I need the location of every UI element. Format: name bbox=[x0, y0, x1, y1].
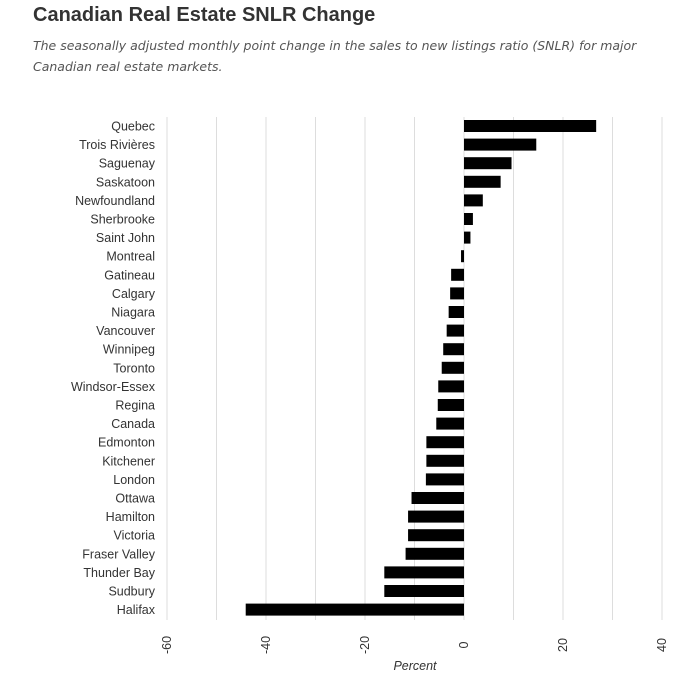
bar bbox=[441, 361, 464, 374]
category-label: Toronto bbox=[113, 361, 155, 375]
x-tick-labels: -60 -40 -20 0 20 40 bbox=[160, 636, 669, 654]
bar bbox=[464, 157, 512, 170]
category-label: Sudbury bbox=[108, 585, 155, 599]
category-label: Kitchener bbox=[102, 454, 155, 468]
bar bbox=[450, 287, 464, 300]
category-label: Fraser Valley bbox=[82, 547, 155, 561]
bar bbox=[451, 268, 464, 281]
bar bbox=[448, 306, 464, 318]
bars bbox=[245, 120, 597, 616]
chart-subtitle: The seasonally adjusted monthly point ch… bbox=[33, 38, 637, 74]
category-label: Trois Rivières bbox=[79, 138, 155, 152]
bar bbox=[464, 175, 501, 188]
category-label: Windsor-Essex bbox=[71, 380, 156, 394]
category-label: Ottawa bbox=[115, 492, 155, 506]
bar bbox=[408, 510, 464, 523]
x-tick-label: 40 bbox=[655, 638, 669, 652]
bar bbox=[437, 399, 464, 411]
x-tick-label: 0 bbox=[457, 641, 471, 648]
chart-title: Canadian Real Estate SNLR Change bbox=[33, 4, 376, 26]
bar bbox=[384, 566, 464, 579]
bar bbox=[426, 454, 464, 467]
category-label: Saint John bbox=[96, 231, 155, 245]
category-label: Edmonton bbox=[98, 436, 155, 450]
x-tick-label: -20 bbox=[358, 636, 372, 654]
category-label: Niagara bbox=[111, 306, 155, 320]
gridlines bbox=[166, 117, 663, 620]
category-label: Halifax bbox=[117, 603, 156, 617]
x-tick-label: -40 bbox=[259, 636, 273, 654]
bar bbox=[384, 585, 464, 597]
category-label: Canada bbox=[111, 417, 155, 431]
category-label: Vancouver bbox=[96, 324, 155, 338]
bar bbox=[436, 417, 464, 430]
bar bbox=[443, 343, 464, 356]
bar bbox=[405, 547, 464, 560]
category-label: Newfoundland bbox=[75, 194, 155, 208]
x-axis-title: Percent bbox=[393, 659, 437, 673]
category-label: London bbox=[113, 473, 155, 487]
category-label: Calgary bbox=[112, 287, 156, 301]
bar bbox=[464, 120, 597, 132]
category-label: Victoria bbox=[114, 529, 156, 543]
bar bbox=[438, 380, 464, 393]
category-label: Regina bbox=[115, 399, 155, 413]
bar bbox=[426, 436, 464, 449]
bar bbox=[464, 213, 473, 225]
bar bbox=[464, 231, 471, 244]
category-label: Thunder Bay bbox=[83, 566, 155, 580]
bar bbox=[408, 529, 464, 542]
bar bbox=[411, 492, 464, 504]
category-label: Montreal bbox=[106, 250, 155, 264]
bar bbox=[425, 473, 464, 486]
category-labels: Quebec Trois Rivières Saguenay Saskatoon New… bbox=[71, 120, 156, 618]
category-label: Quebec bbox=[111, 120, 155, 134]
x-tick-label: 20 bbox=[556, 638, 570, 652]
x-tick-label: -60 bbox=[160, 636, 174, 654]
bar bbox=[461, 250, 464, 263]
bar bbox=[464, 138, 537, 151]
category-label: Saguenay bbox=[99, 157, 156, 171]
bar bbox=[245, 603, 464, 616]
category-label: Winnipeg bbox=[103, 343, 155, 357]
category-label: Hamilton bbox=[106, 510, 155, 524]
category-label: Gatineau bbox=[104, 268, 155, 282]
category-label: Sherbrooke bbox=[90, 213, 155, 227]
bar bbox=[446, 324, 464, 337]
category-label: Saskatoon bbox=[96, 175, 155, 189]
bar bbox=[464, 194, 483, 207]
